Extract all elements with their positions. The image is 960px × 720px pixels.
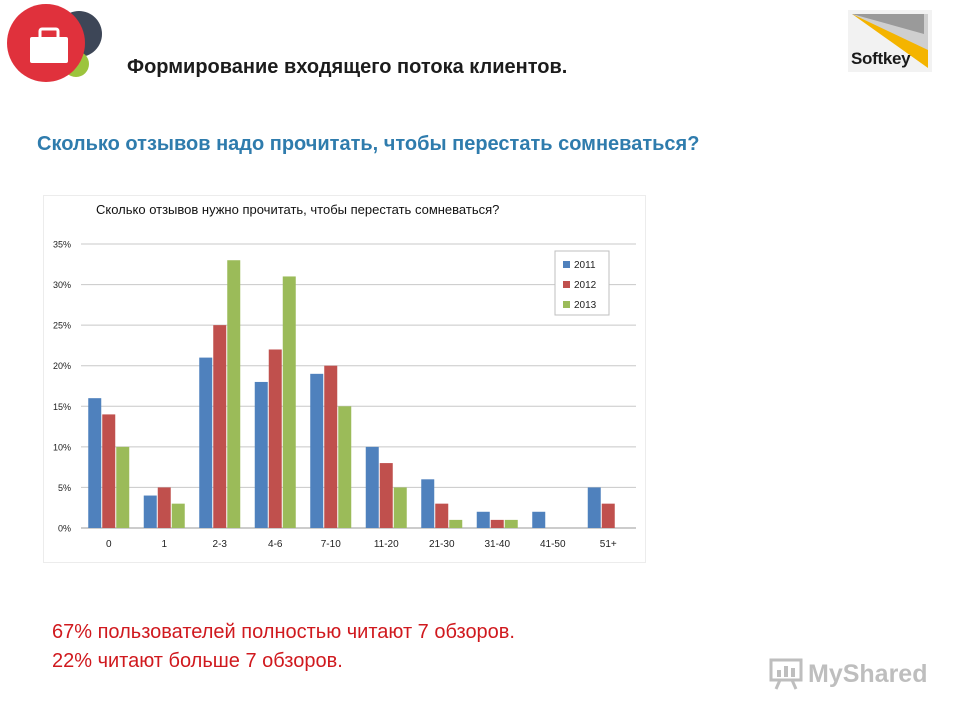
bar-2011-0 [88,398,102,528]
brand-name: Softkey [851,49,911,68]
company-logo [7,4,102,82]
bar-2011-4-6 [254,381,268,528]
bar-2012-0 [102,414,116,528]
bar-2011-11-20 [365,446,379,528]
y-tick-label: 35% [53,240,71,250]
y-tick-label: 25% [53,321,71,331]
footer-line-1: 67% пользователей полностью читают 7 обз… [52,621,515,643]
briefcase-icon [30,27,68,63]
x-tick-label: 41-50 [540,539,566,550]
bar-2011-2-3 [199,357,213,528]
y-tick-label: 5% [58,483,71,493]
presentation-icon [769,658,803,690]
brand-logo: Softkey [848,10,932,72]
bar-2013-1 [171,503,185,528]
x-tick-label: 1 [161,539,167,550]
watermark-text: MyShared [808,660,928,688]
bar-2011-21-30 [421,479,435,528]
chart-title: Сколько отзывов нужно прочитать, чтобы п… [96,202,500,217]
y-tick-label: 20% [53,361,71,371]
bar-2012-4-6 [268,349,282,528]
footer-line-2: 22% читают больше 7 обзоров. [52,650,343,672]
y-tick-label: 30% [53,280,71,290]
bar-2012-31-40 [490,519,504,528]
bar-chart: 0% 5% 10% 15% 20% 25% 30% 35% 0 1 2-3 4-6 7-10 11-20 2… [53,240,636,550]
x-tick-label: 7-10 [321,539,341,550]
bar-2011-1 [143,495,157,528]
bar-2011-31-40 [476,511,490,528]
bar-2012-1 [157,487,171,528]
y-tick-label: 15% [53,402,71,412]
bar-2013-4-6 [282,276,296,528]
bar-2013-2-3 [227,260,241,528]
bar-2012-21-30 [435,503,449,528]
watermark: MyShared [768,656,938,692]
legend-label: 2013 [574,300,597,311]
bar-2013-0 [116,446,130,528]
x-tick-label: 4-6 [268,539,283,550]
bar-2012-2-3 [213,325,227,528]
x-tick-label: 2-3 [213,539,228,550]
legend-label: 2012 [574,280,597,291]
bar-2012-51+ [601,503,615,528]
chart-panel: Сколько отзывов нужно прочитать, чтобы п… [44,196,645,562]
bar-2012-11-20 [379,463,393,528]
bar-2013-21-30 [449,519,463,528]
x-tick-label: 11-20 [374,539,399,550]
bar-2013-7-10 [338,406,352,528]
x-tick-label: 51+ [600,539,617,550]
x-tick-label: 0 [106,539,112,550]
bar-2011-7-10 [310,373,324,528]
y-tick-label: 0% [58,524,71,534]
page-title: Формирование входящего потока клиентов. [127,56,568,78]
legend-swatch-2012 [563,281,570,288]
slide-subtitle: Сколько отзывов надо прочитать, чтобы пе… [37,133,700,155]
legend-label: 2011 [574,260,596,271]
legend-swatch-2013 [563,301,570,308]
footer-note: 67% пользователей полностью читают 7 обз… [52,618,515,676]
bar-2012-7-10 [324,365,338,528]
bar-2013-31-40 [504,519,518,528]
bar-2011-41-50 [532,511,546,528]
y-tick-label: 10% [53,442,71,452]
bar-2013-11-20 [393,487,407,528]
bar-2011-51+ [587,487,601,528]
brand-emblem-icon [848,10,932,72]
x-tick-label: 31-40 [484,539,510,550]
legend-swatch-2011 [563,261,570,268]
x-tick-label: 21-30 [429,539,455,550]
